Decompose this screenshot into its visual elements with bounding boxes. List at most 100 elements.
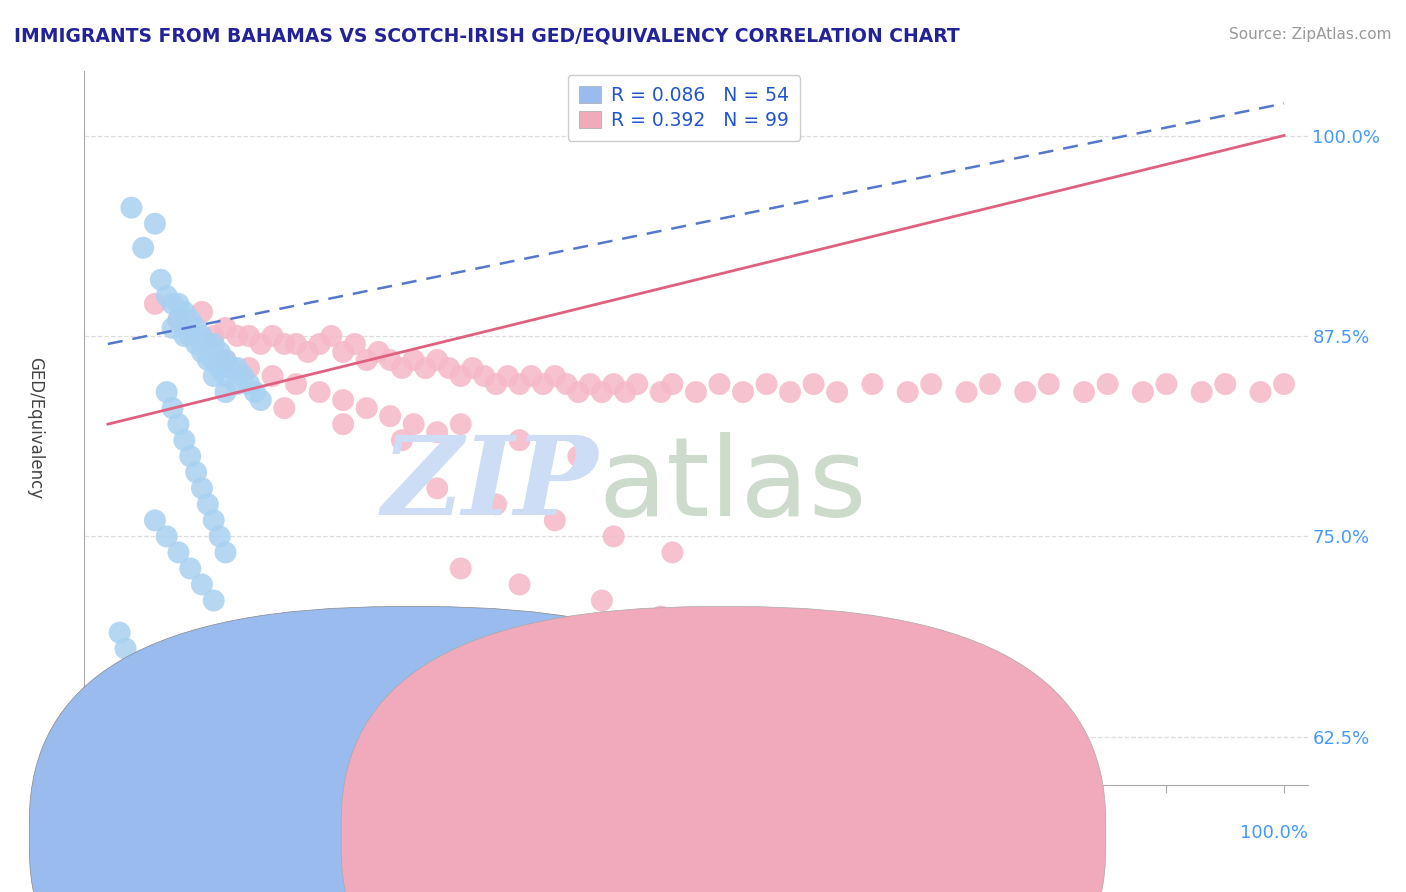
Point: [450, 369, 472, 384]
Point: [202, 329, 225, 343]
Point: [191, 329, 214, 343]
Point: [955, 385, 977, 400]
FancyBboxPatch shape: [342, 607, 1105, 892]
Point: [238, 329, 260, 343]
Point: [197, 497, 219, 511]
Point: [1213, 377, 1236, 392]
Point: [167, 545, 190, 559]
Point: [1272, 377, 1295, 392]
Point: [202, 513, 225, 527]
Point: [249, 393, 271, 408]
Point: [849, 706, 872, 720]
Point: [544, 369, 567, 384]
Point: [179, 449, 201, 463]
Point: [591, 593, 613, 607]
Point: [1073, 385, 1095, 400]
Point: [332, 345, 354, 359]
Point: [149, 273, 172, 287]
Point: [184, 465, 207, 479]
Point: [167, 417, 190, 432]
Point: [1097, 377, 1119, 392]
Point: [332, 393, 354, 408]
Point: [167, 297, 190, 311]
Point: [108, 625, 131, 640]
Point: [860, 377, 883, 392]
Point: [191, 577, 214, 591]
Point: [249, 337, 271, 351]
Point: [509, 577, 531, 591]
Point: [426, 425, 449, 439]
Point: [221, 361, 243, 376]
Point: [243, 385, 266, 400]
Text: Immigrants from Bahamas: Immigrants from Bahamas: [439, 853, 679, 871]
Point: [472, 369, 495, 384]
Point: [308, 337, 330, 351]
Point: [208, 345, 231, 359]
Point: [555, 377, 578, 392]
Point: [803, 690, 825, 704]
Point: [591, 385, 613, 400]
Point: [226, 361, 249, 376]
Point: [1250, 385, 1272, 400]
Point: [509, 377, 531, 392]
Point: [450, 561, 472, 575]
Text: 0.0%: 0.0%: [84, 824, 129, 842]
Point: [197, 353, 219, 368]
Point: [297, 345, 319, 359]
Point: [485, 377, 508, 392]
Point: [391, 433, 413, 447]
Point: [685, 649, 707, 664]
Point: [709, 657, 731, 672]
Point: [214, 353, 236, 368]
Point: [332, 417, 354, 432]
Point: [167, 313, 190, 327]
Point: [626, 377, 648, 392]
Point: [579, 377, 602, 392]
Point: [485, 497, 508, 511]
Point: [661, 377, 683, 392]
Point: [920, 377, 942, 392]
Point: [496, 369, 519, 384]
Point: [143, 513, 166, 527]
Point: [202, 353, 225, 368]
Point: [897, 385, 920, 400]
Point: [415, 361, 437, 376]
Point: [120, 201, 142, 215]
Point: [602, 377, 624, 392]
Point: [1132, 385, 1154, 400]
Point: [214, 353, 236, 368]
Point: [731, 665, 754, 680]
Point: [162, 321, 184, 335]
Point: [509, 433, 531, 447]
Point: [731, 385, 754, 400]
Point: [132, 241, 155, 255]
Point: [380, 353, 402, 368]
Point: [979, 377, 1001, 392]
Point: [208, 529, 231, 543]
Point: [614, 385, 637, 400]
Point: [1191, 385, 1213, 400]
Point: [367, 345, 389, 359]
Point: [143, 297, 166, 311]
Point: [779, 681, 801, 696]
Point: [202, 337, 225, 351]
Point: [173, 433, 195, 447]
Point: [214, 321, 236, 335]
Point: [343, 337, 366, 351]
Point: [531, 377, 554, 392]
Point: [162, 401, 184, 416]
Point: [208, 361, 231, 376]
Point: [103, 746, 125, 760]
Point: [825, 385, 848, 400]
Point: [285, 337, 308, 351]
Point: [191, 345, 214, 359]
Point: [262, 369, 284, 384]
FancyBboxPatch shape: [30, 607, 794, 892]
Point: [755, 673, 778, 688]
Point: [356, 353, 378, 368]
Point: [602, 529, 624, 543]
Point: [650, 385, 672, 400]
Point: [214, 369, 236, 384]
Point: [167, 313, 190, 327]
Point: [179, 561, 201, 575]
